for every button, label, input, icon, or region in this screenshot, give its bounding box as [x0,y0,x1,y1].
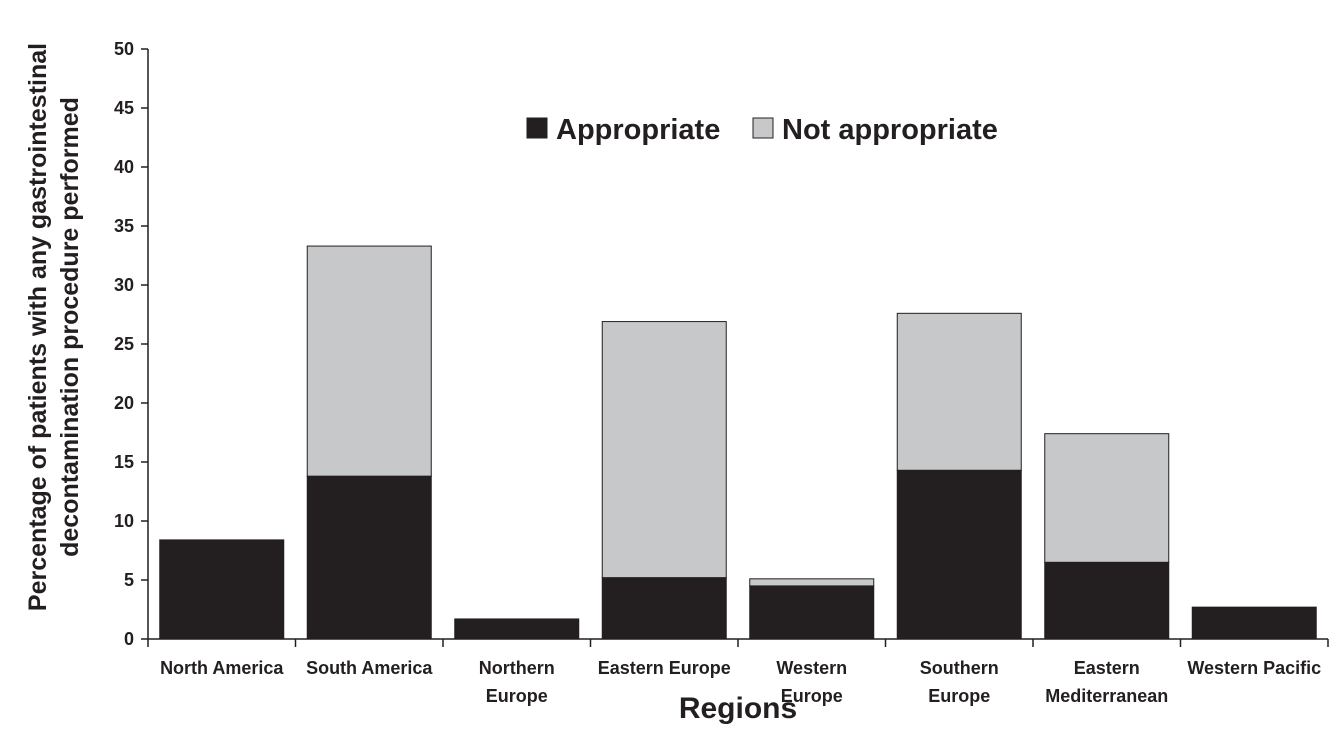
x-category-label-line: North America [160,658,284,678]
legend-label-not-appropriate: Not appropriate [782,114,998,146]
y-tick-label: 25 [114,334,134,354]
x-category-label-line: Europe [928,686,990,706]
bar-segment-not-appropriate [601,321,727,579]
bar-segment-appropriate [306,475,432,640]
x-category-label: Western Pacific [1187,658,1321,678]
bar-segment-appropriate [1044,561,1170,640]
x-category-label-line: South America [306,658,433,678]
y-tick-label: 40 [114,157,134,177]
x-category-label-line: Mediterranean [1045,686,1168,706]
x-category-label-line: Eastern Europe [598,658,731,678]
y-axis: 0 5 10 15 20 25 30 35 40 45 50 [114,39,149,649]
bar-segment-appropriate [1191,606,1317,640]
y-tick-label: 15 [114,452,134,472]
y-axis-title-line: decontamination procedure performed [56,97,84,557]
x-category-label: North America [160,658,284,678]
y-axis-title: Percentage of patients with any gastroin… [24,43,84,611]
y-tick-label: 5 [124,570,134,590]
y-axis-title-text: Percentage of patients with any gastroin… [24,43,84,611]
y-tick-label: 45 [114,98,134,118]
bar-segment-not-appropriate [1044,433,1170,563]
y-tick-label: 35 [114,216,134,236]
y-tick-label: 10 [114,511,134,531]
x-category-label-line: Eastern [1074,658,1140,678]
bar-segment-appropriate [749,585,875,640]
bar-segment-not-appropriate [306,245,432,477]
legend-swatch-appropriate [526,117,548,139]
y-axis-title-line: Percentage of patients with any gastroin… [24,43,52,611]
legend-swatch-not-appropriate [752,117,774,139]
y-tick-label: 30 [114,275,134,295]
bars [159,245,1317,640]
legend-label-appropriate: Appropriate [556,114,720,146]
legend: Appropriate Not appropriate [526,114,998,146]
x-category-label-line: Europe [486,686,548,706]
x-category-label: Eastern Mediterranean [1045,658,1168,706]
bar-segment-not-appropriate [749,578,875,587]
x-category-label: Northern Europe [479,658,555,706]
x-category-label-line: Western [776,658,847,678]
bar-segment-appropriate [454,618,580,640]
x-category-label: South America [306,658,433,678]
x-category-label-line: Western Pacific [1187,658,1321,678]
x-axis-title: Regions [679,692,797,725]
y-tick-label: 20 [114,393,134,413]
x-category-label: Southern Europe [920,658,999,706]
bar-segment-appropriate [159,539,285,640]
x-category-label: Western Europe [776,658,847,706]
x-category-label-line: Northern [479,658,555,678]
bar-segment-appropriate [601,577,727,640]
x-category-label: Eastern Europe [598,658,731,678]
x-category-label-line: Europe [781,686,843,706]
y-tick-label: 50 [114,39,134,59]
x-axis: North America South America Northern Europe… [147,638,1329,706]
x-category-label-line: Southern [920,658,999,678]
y-tick-label: 0 [124,629,134,649]
bar-segment-appropriate [896,469,1022,640]
bar-segment-not-appropriate [896,312,1022,471]
